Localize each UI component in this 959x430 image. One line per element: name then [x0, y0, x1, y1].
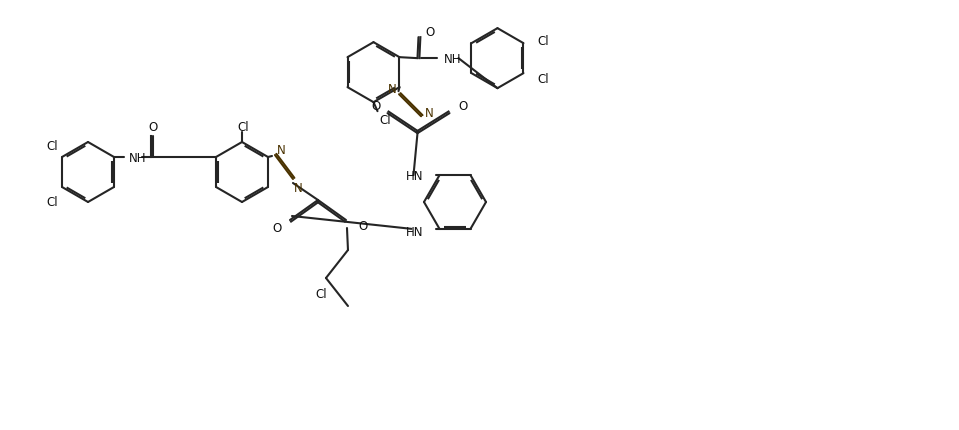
- Text: NH: NH: [443, 53, 461, 66]
- Text: Cl: Cl: [380, 114, 391, 127]
- Text: O: O: [426, 26, 434, 39]
- Text: O: O: [371, 100, 381, 113]
- Text: O: O: [149, 121, 157, 134]
- Text: Cl: Cl: [537, 35, 550, 48]
- Text: Cl: Cl: [46, 196, 58, 209]
- Text: Cl: Cl: [46, 140, 58, 153]
- Text: Cl: Cl: [316, 287, 327, 300]
- Text: N: N: [277, 144, 286, 157]
- Text: N: N: [387, 83, 396, 96]
- Text: Cl: Cl: [237, 121, 248, 134]
- Text: HN: HN: [406, 225, 424, 238]
- Text: O: O: [458, 100, 468, 113]
- Text: N: N: [425, 107, 433, 120]
- Text: O: O: [358, 219, 367, 233]
- Text: NH: NH: [129, 152, 147, 165]
- Text: O: O: [272, 221, 282, 234]
- Text: N: N: [294, 181, 303, 194]
- Text: Cl: Cl: [537, 73, 550, 86]
- Text: HN: HN: [406, 170, 424, 183]
